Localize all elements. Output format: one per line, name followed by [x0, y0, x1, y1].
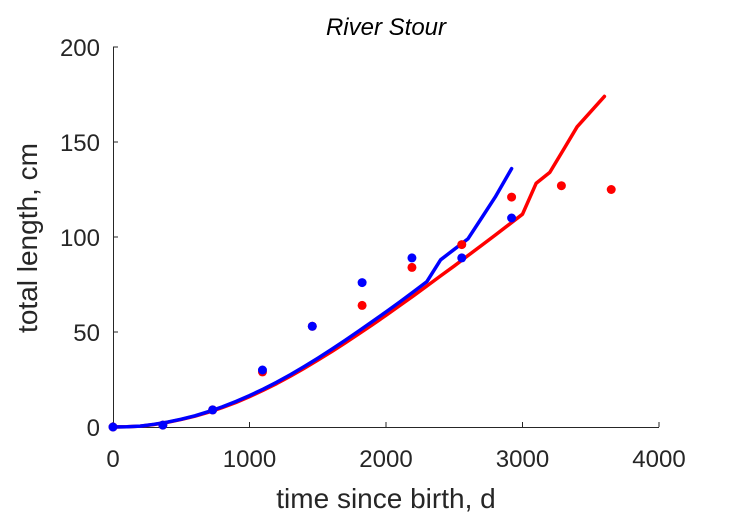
- y-tick-label: 200: [60, 35, 100, 62]
- axis-ticks: 0 1000 2000 3000 4000 0 50 100 150 200: [60, 35, 686, 473]
- y-tick-label: 100: [60, 225, 100, 252]
- blue-data-point: [208, 405, 218, 415]
- y-tick-label: 150: [60, 130, 100, 157]
- blue-data-point: [507, 213, 517, 223]
- x-tick-label: 3000: [496, 446, 549, 473]
- red-model-curve: [111, 94, 607, 429]
- model-curves: [111, 94, 607, 429]
- red-data-point: [556, 181, 566, 191]
- blue-model-curve: [111, 166, 514, 429]
- red-data-point: [407, 262, 417, 272]
- blue-data-point: [257, 365, 267, 375]
- red-data-point: [507, 192, 517, 202]
- red-data-point: [606, 185, 616, 194]
- red-data-point: [357, 300, 367, 310]
- red-data-point: [457, 240, 467, 250]
- data-points: [108, 181, 616, 432]
- x-tick-label: 2000: [359, 446, 412, 473]
- x-tick-label: 4000: [632, 446, 685, 473]
- x-axis-title: time since birth, d: [276, 483, 495, 514]
- blue-data-point: [407, 253, 417, 263]
- y-tick-label: 0: [87, 415, 100, 442]
- blue-data-point: [307, 321, 317, 331]
- y-axis-title: total length, cm: [12, 143, 43, 333]
- blue-data-point: [108, 422, 118, 432]
- y-tick-label: 50: [73, 320, 100, 347]
- blue-data-point: [357, 278, 367, 288]
- x-tick-label: 1000: [223, 446, 276, 473]
- chart-title: River Stour: [326, 14, 447, 41]
- blue-data-point: [457, 253, 467, 263]
- x-tick-label: 0: [106, 446, 119, 473]
- blue-data-point: [158, 420, 168, 430]
